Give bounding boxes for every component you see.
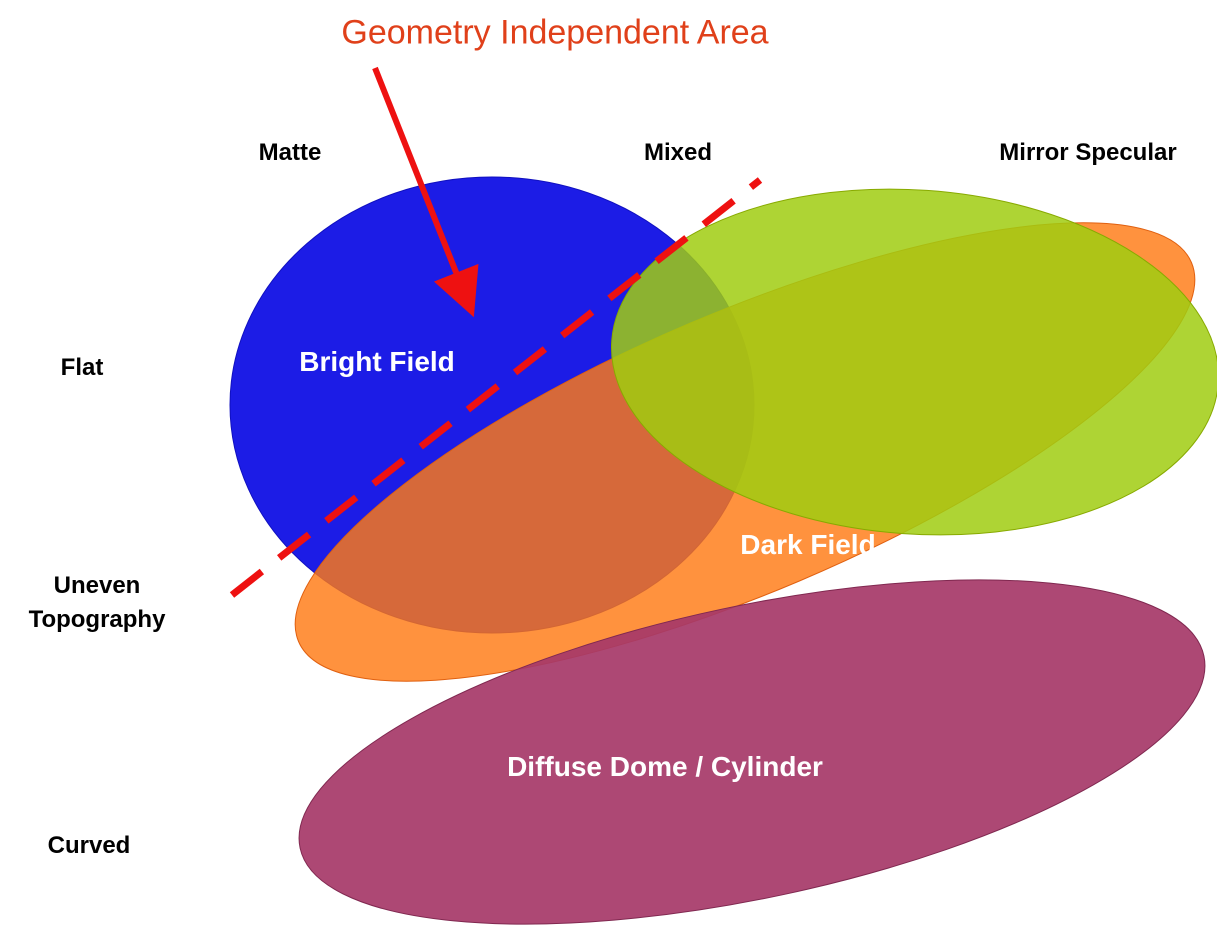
mirror-region [611,188,1217,536]
row-label: Curved [47,832,131,859]
row-label: Flat [60,354,104,381]
region-label: Bright Field [299,346,455,377]
region-label: Diffuse Dome / Cylinder [507,751,823,782]
row-label: Uneven Topography [28,572,166,633]
annotation: Geometry Independent Area [341,13,769,52]
column-label: Mixed [643,139,713,166]
region-label: Dark Field [740,529,876,560]
diffuse-region [298,579,1206,925]
arrow [372,66,479,318]
boundary-line [229,177,763,598]
column-label: Mirror Specular [999,139,1177,166]
column-label: Matte [258,139,322,166]
